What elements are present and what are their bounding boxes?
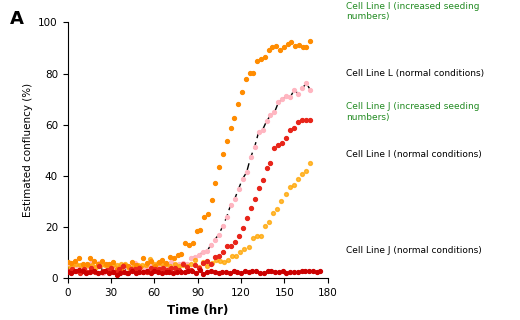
Text: A: A <box>10 10 24 28</box>
X-axis label: Time (hr): Time (hr) <box>167 304 228 317</box>
Text: Cell Line J (increased seeding
numbers): Cell Line J (increased seeding numbers) <box>346 102 479 122</box>
Text: Cell Line I (normal conditions): Cell Line I (normal conditions) <box>346 150 482 159</box>
Text: Cell Line J (normal conditions): Cell Line J (normal conditions) <box>346 246 482 255</box>
Y-axis label: Estimated confluency (%): Estimated confluency (%) <box>23 83 33 218</box>
Text: Cell Line L (normal conditions): Cell Line L (normal conditions) <box>346 69 484 78</box>
Text: Cell Line I (increased seeding
numbers): Cell Line I (increased seeding numbers) <box>346 2 479 21</box>
